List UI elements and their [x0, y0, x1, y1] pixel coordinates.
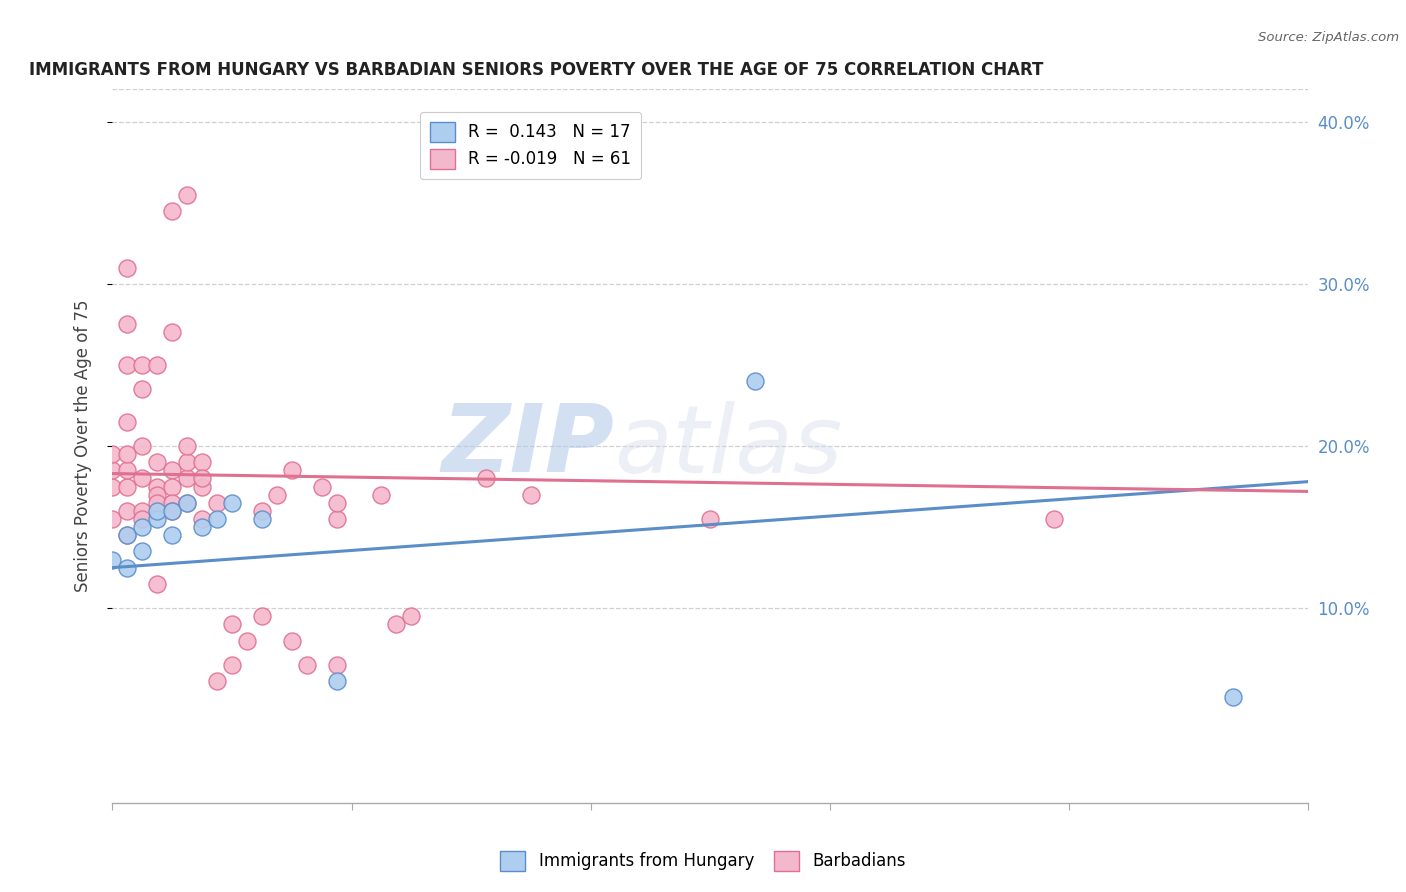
- Point: [101, 479, 124, 493]
- Point: [146, 496, 169, 510]
- Point: [162, 479, 183, 493]
- Point: [221, 617, 243, 632]
- Point: [1222, 690, 1244, 705]
- Point: [101, 447, 124, 461]
- Point: [117, 318, 139, 332]
- Point: [162, 496, 183, 510]
- Point: [146, 512, 169, 526]
- Point: [117, 560, 139, 574]
- Point: [131, 358, 153, 372]
- Text: atlas: atlas: [614, 401, 842, 491]
- Point: [117, 260, 139, 275]
- Point: [370, 488, 392, 502]
- Point: [162, 463, 183, 477]
- Point: [176, 471, 198, 485]
- Point: [101, 552, 124, 566]
- Point: [250, 504, 273, 518]
- Point: [176, 496, 198, 510]
- Point: [191, 520, 214, 534]
- Point: [520, 488, 543, 502]
- Point: [101, 512, 124, 526]
- Point: [117, 479, 139, 493]
- Point: [117, 463, 139, 477]
- Point: [191, 455, 214, 469]
- Point: [176, 187, 198, 202]
- Point: [146, 488, 169, 502]
- Y-axis label: Seniors Poverty Over the Age of 75: Seniors Poverty Over the Age of 75: [73, 300, 91, 592]
- Point: [146, 358, 169, 372]
- Point: [131, 439, 153, 453]
- Point: [205, 512, 228, 526]
- Point: [117, 504, 139, 518]
- Text: IMMIGRANTS FROM HUNGARY VS BARBADIAN SENIORS POVERTY OVER THE AGE OF 75 CORRELAT: IMMIGRANTS FROM HUNGARY VS BARBADIAN SEN…: [30, 62, 1043, 79]
- Legend: R =  0.143   N = 17, R = -0.019   N = 61: R = 0.143 N = 17, R = -0.019 N = 61: [419, 112, 641, 179]
- Point: [325, 674, 347, 689]
- Point: [176, 455, 198, 469]
- Point: [101, 463, 124, 477]
- Text: Source: ZipAtlas.com: Source: ZipAtlas.com: [1258, 31, 1399, 45]
- Point: [117, 447, 139, 461]
- Point: [744, 374, 766, 388]
- Point: [266, 488, 288, 502]
- Point: [221, 657, 243, 672]
- Point: [131, 544, 153, 558]
- Point: [191, 471, 214, 485]
- Point: [325, 512, 347, 526]
- Point: [281, 633, 304, 648]
- Point: [191, 512, 214, 526]
- Point: [250, 512, 273, 526]
- Point: [295, 657, 318, 672]
- Point: [131, 471, 153, 485]
- Point: [191, 479, 214, 493]
- Point: [146, 479, 169, 493]
- Point: [117, 528, 139, 542]
- Legend: Immigrants from Hungary, Barbadians: Immigrants from Hungary, Barbadians: [492, 842, 914, 880]
- Point: [162, 326, 183, 340]
- Point: [281, 463, 304, 477]
- Point: [325, 496, 347, 510]
- Point: [131, 512, 153, 526]
- Point: [146, 504, 169, 518]
- Point: [236, 633, 259, 648]
- Point: [221, 496, 243, 510]
- Point: [205, 496, 228, 510]
- Point: [117, 358, 139, 372]
- Point: [1042, 512, 1064, 526]
- Point: [176, 439, 198, 453]
- Point: [131, 504, 153, 518]
- Point: [385, 617, 408, 632]
- Point: [205, 674, 228, 689]
- Point: [131, 520, 153, 534]
- Point: [117, 415, 139, 429]
- Point: [146, 455, 169, 469]
- Point: [162, 528, 183, 542]
- Point: [311, 479, 333, 493]
- Text: ZIP: ZIP: [441, 400, 614, 492]
- Point: [401, 609, 423, 624]
- Point: [475, 471, 498, 485]
- Point: [117, 528, 139, 542]
- Point: [176, 496, 198, 510]
- Point: [162, 504, 183, 518]
- Point: [162, 203, 183, 218]
- Point: [162, 504, 183, 518]
- Point: [131, 382, 153, 396]
- Point: [325, 657, 347, 672]
- Point: [250, 609, 273, 624]
- Point: [146, 577, 169, 591]
- Point: [699, 512, 721, 526]
